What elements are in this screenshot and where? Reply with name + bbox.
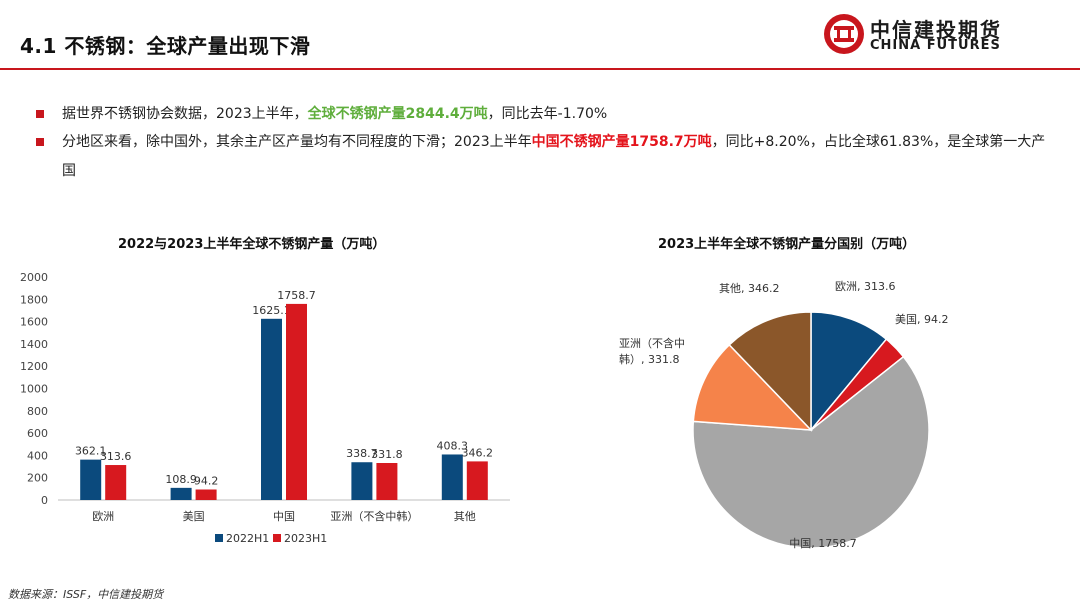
y-tick-label: 1400 — [20, 338, 48, 351]
y-tick-label: 0 — [41, 494, 48, 507]
bar-2023h1 — [376, 463, 398, 500]
legend-label: 2022H1 — [226, 532, 269, 545]
data-label: 1758.7 — [277, 289, 316, 302]
bar-2022h1 — [261, 318, 282, 500]
legend-swatch-2023h1 — [273, 534, 281, 542]
legend-swatch-2022h1 — [215, 534, 223, 542]
data-label: 94.2 — [194, 474, 219, 487]
y-tick-label: 600 — [27, 427, 48, 440]
pie-label: 亚洲（不含中 — [619, 336, 685, 350]
bar-2022h1 — [170, 487, 192, 500]
data-label: 1625.1 — [252, 304, 291, 317]
data-label: 362.1 — [75, 445, 107, 458]
bar-2023h1 — [466, 461, 488, 500]
bar-2022h1 — [80, 459, 102, 500]
pie-slice-4 — [692, 343, 813, 431]
pie-label: 其他, 346.2 — [719, 282, 779, 295]
bullet-square-icon — [36, 110, 44, 118]
legend-label: 2023H1 — [284, 532, 327, 545]
citic-logo-icon — [824, 14, 864, 54]
data-label: 408.3 — [437, 439, 469, 452]
x-tick-label: 亚洲（不含中韩） — [330, 509, 418, 523]
data-label: 313.6 — [100, 450, 132, 463]
bar-2023h1 — [105, 465, 127, 500]
bullet-square-icon — [36, 138, 44, 146]
bullet-text: 分地区来看，除中国外，其余主产区产量均有不同程度的下滑；2023上半年 — [62, 134, 532, 150]
pie-slice-5 — [728, 311, 812, 432]
pie-chart: 欧洲, 313.6 美国, 94.2 中国, 1758.7 亚洲（不含中韩）, 331… — [619, 280, 949, 550]
data-label: 331.8 — [371, 448, 403, 461]
data-label: 346.2 — [462, 446, 494, 459]
bullet-text: 据世界不锈钢协会数据，2023上半年， — [62, 106, 308, 122]
bullet-text: ，同比+8.20%，占比全球61.83%，是全球第一大产国 — [62, 134, 1046, 179]
bar-chart-title: 2022与2023上半年全球不锈钢产量（万吨） — [118, 237, 386, 252]
pie-label: 韩）, 331.8 — [619, 352, 679, 366]
y-tick-label: 400 — [27, 449, 48, 462]
x-tick-label: 中国 — [273, 510, 295, 523]
y-tick-label: 1000 — [20, 383, 48, 396]
x-tick-label: 美国 — [183, 510, 205, 523]
y-tick-label: 1200 — [20, 360, 48, 373]
data-label: 338.7 — [346, 447, 378, 460]
pie-slice-1 — [810, 311, 888, 433]
pie-label: 中国, 1758.7 — [789, 537, 856, 550]
bar-chart: 0 200 400 600 800 1000 1200 1400 1600 1800 2000 362… — [20, 271, 510, 545]
pie-label: 欧洲, 313.6 — [835, 280, 895, 293]
bar-2022h1 — [351, 462, 373, 500]
pie-slice-3 — [692, 355, 930, 549]
y-tick-label: 2000 — [20, 271, 48, 284]
bullet-text: ，同比去年-1.70% — [487, 106, 608, 122]
bullet-highlight: 全球不锈钢产量2844.4万吨 — [307, 106, 488, 122]
x-tick-label: 欧洲 — [92, 510, 114, 523]
pie-chart-title: 2023上半年全球不锈钢产量分国别（万吨） — [658, 237, 916, 252]
y-tick-label: 1600 — [20, 316, 48, 329]
bullet-highlight: 中国不锈钢产量1758.7万吨 — [531, 134, 712, 150]
header-divider — [0, 68, 1080, 70]
x-tick-label: 其他 — [454, 510, 476, 523]
page-title: 4.1 不锈钢：全球产量出现下滑 — [20, 34, 311, 58]
y-tick-label: 200 — [27, 472, 48, 485]
data-label: 108.9 — [165, 473, 197, 486]
y-tick-label: 800 — [27, 405, 48, 418]
logo-english-name: CHINA FUTURES — [870, 38, 1001, 53]
bar-2023h1 — [195, 489, 217, 500]
bar-2023h1 — [286, 303, 307, 500]
company-logo: 中信建投期货 CHINA FUTURES — [822, 12, 1062, 58]
pie-label: 美国, 94.2 — [895, 313, 949, 326]
logo-chinese-name: 中信建投期货 — [870, 18, 1002, 42]
bar-2022h1 — [441, 454, 463, 500]
bullet-global-output: 据世界不锈钢协会数据，2023上半年，全球不锈钢产量2844.4万吨，同比去年-… — [36, 100, 1046, 129]
data-source: 数据来源：ISSF，中信建投期货 — [8, 588, 164, 601]
y-tick-label: 1800 — [20, 293, 48, 306]
bullet-regional-output: 分地区来看，除中国外，其余主产区产量均有不同程度的下滑；2023上半年中国不锈钢… — [36, 128, 1046, 186]
